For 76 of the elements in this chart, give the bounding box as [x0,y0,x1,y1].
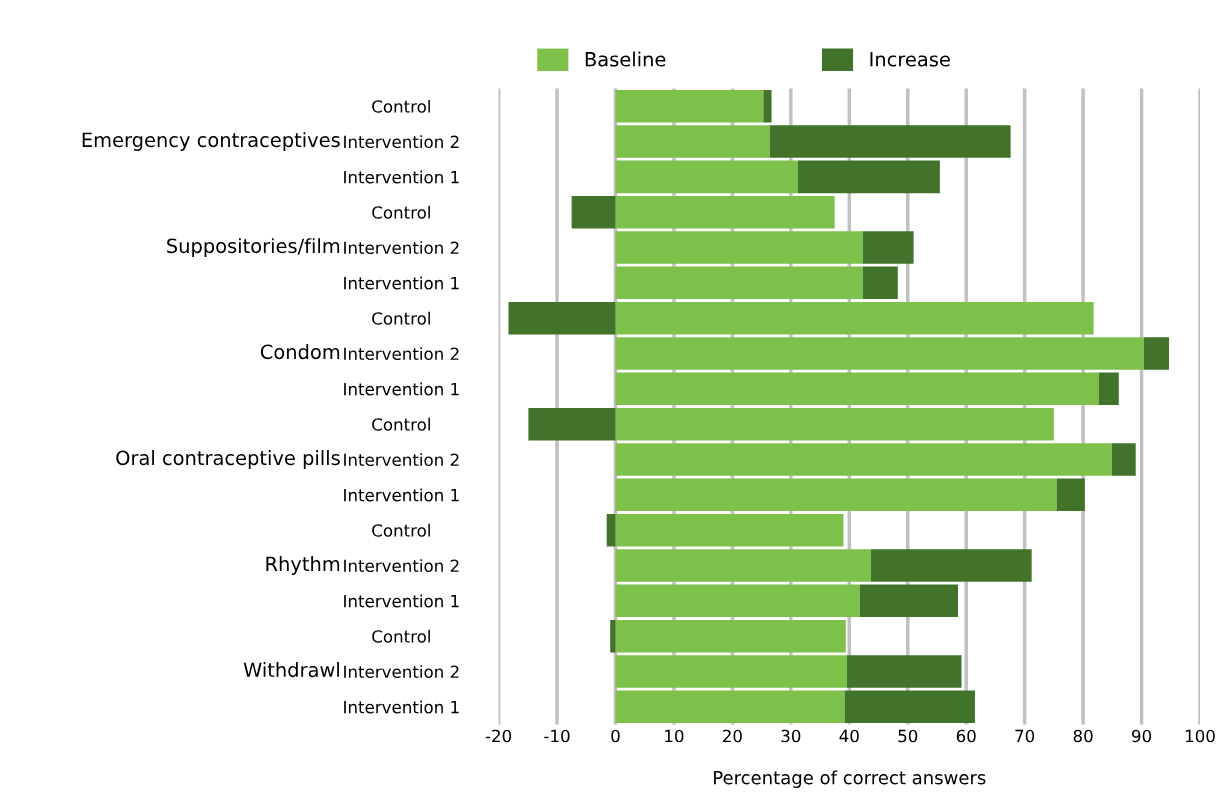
bar [615,125,770,158]
text: Condom [260,344,340,360]
text: Oral contraceptive pills [116,450,340,469]
text: Suppositories/film [167,238,340,257]
x-tick-label: 60 [956,729,976,743]
bar [615,513,844,547]
bar [862,231,914,264]
bar [615,549,871,582]
bar [615,372,1099,406]
bar [508,301,616,335]
bar [797,160,940,194]
y-tick-label: Control [372,417,430,431]
bar [615,89,764,123]
bar [528,407,616,441]
bar [615,195,835,229]
x-tick-label: 0 [611,729,620,743]
y-tick-label: Control [372,311,430,325]
y-tick-label: Intervention 1 [344,276,459,290]
x-tick-label: 80 [1073,729,1093,743]
text: Emergency contraceptives [82,132,340,151]
bar [615,337,1144,370]
x-tick-label: -20 [485,729,512,743]
legend-label: Baseline [585,51,666,67]
y-tick-label: Intervention 2 [344,665,459,679]
bar [846,655,962,688]
x-tick-label: 70 [1015,729,1035,743]
y-tick-label: Control [372,99,430,113]
y-tick-label: Intervention 1 [344,488,459,502]
bar [610,619,616,653]
x-tick-label: 30 [781,729,801,743]
bar [615,619,846,653]
x-tick-label: 40 [839,729,859,743]
y-tick-label: Intervention 2 [344,135,459,149]
bar [615,301,1094,335]
bar [769,125,1011,158]
bar [615,443,1112,476]
bar [862,266,898,300]
y-tick-label: Intervention 2 [344,347,459,361]
bar [763,89,772,123]
y-tick-label: Intervention 1 [344,382,459,396]
x-tick-label: 100 [1185,729,1215,743]
text: Rhythm [266,556,340,575]
y-tick-label: Intervention 1 [344,170,459,184]
x-tick-label: 50 [898,729,918,743]
bar [1098,372,1119,406]
bar [615,231,863,264]
bar [615,160,798,194]
x-tick-label: 10 [665,729,684,743]
bar [606,513,616,547]
y-tick-label: Control [372,629,430,643]
x-tick-label: -10 [544,729,570,743]
y-tick-label: Intervention 1 [344,594,459,608]
bar [1111,443,1136,476]
x-axis-title: Percentage of correct answers [714,770,986,788]
text: Withdrawl [243,662,339,678]
y-tick-label: Control [372,205,430,219]
bar [859,584,959,618]
legend-label: Increase [870,52,950,67]
bar [870,549,1032,582]
y-tick-label: Control [372,523,430,537]
bar [615,655,847,688]
bar [615,407,1054,441]
bar [844,690,975,724]
y-tick-label: Intervention 1 [344,700,459,714]
bar [615,266,863,300]
y-tick-label: Intervention 2 [344,453,459,467]
x-tick-label: 90 [1132,729,1152,743]
y-tick-label: Intervention 2 [344,241,459,255]
bar [615,690,845,724]
y-tick-label: Intervention 2 [344,559,459,573]
bar [615,584,860,618]
bar [1056,478,1085,512]
bar [1143,337,1170,370]
x-tick-label: 20 [723,729,742,743]
bar [615,478,1057,512]
bar [571,195,616,229]
